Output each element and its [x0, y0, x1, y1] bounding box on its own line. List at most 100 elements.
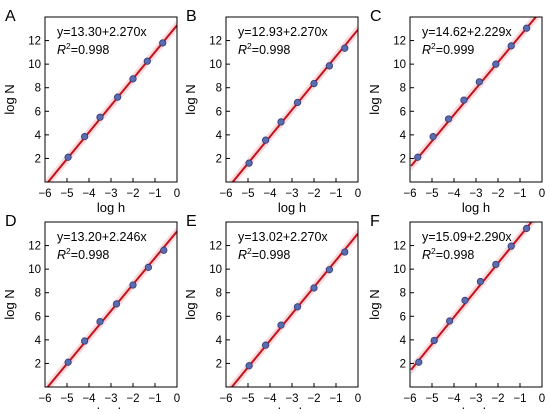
axes-frame	[225, 16, 359, 183]
data-point	[522, 224, 531, 233]
r-squared-value: =0.998	[71, 43, 110, 57]
y-tick-label: 12	[28, 241, 41, 253]
data-point	[277, 321, 285, 329]
plot-area	[227, 228, 358, 387]
fit-equation-text: y=15.09+2.290x	[422, 230, 512, 244]
y-axis-label: log N	[367, 84, 382, 114]
x-axis-label: log h	[278, 200, 306, 215]
data-point	[277, 118, 285, 126]
r-squared-symbol: R	[422, 43, 431, 57]
data-point	[415, 358, 423, 366]
panel-letter: A	[5, 8, 16, 25]
data-point	[310, 284, 318, 292]
y-tick-label: 4	[35, 130, 42, 142]
x-tick-label: −5	[60, 393, 73, 405]
data-point	[492, 260, 500, 269]
y-tick-label: 8	[216, 288, 222, 300]
y-tick-label: 4	[216, 335, 223, 347]
x-tick-label: −4	[447, 188, 461, 200]
data-point	[64, 153, 72, 161]
x-axis-label: log h	[97, 405, 125, 409]
panel-letter: B	[186, 8, 197, 25]
fit-equation-text: y=12.93+2.270x	[238, 25, 328, 39]
y-tick-label: 10	[393, 59, 406, 71]
x-tick-label: −3	[104, 393, 117, 405]
y-tick-label: 8	[216, 83, 222, 95]
data-point	[341, 44, 349, 52]
panel-letter: F	[370, 213, 380, 230]
fit-equation-text: y=13.30+2.270x	[57, 25, 147, 39]
x-tick-label: −5	[425, 188, 438, 200]
confidence-band	[228, 24, 358, 182]
panel-d: D −6 −5 −4 −3 −2 −1 0 2 4 6 8 10 12 log h log N y=13.20+…	[2, 213, 180, 414]
panel-c: C −6 −5 −4 −3 −2 −1 0 2 4 6 8 10 12 log h log N y=14.62+…	[367, 8, 545, 215]
y-tick-label: 10	[209, 59, 222, 71]
y-axis-label: log N	[2, 289, 17, 319]
r-squared-superscript: 2	[247, 41, 252, 51]
r-squared-symbol: R	[57, 43, 66, 57]
data-point	[96, 317, 104, 326]
confidence-band	[46, 226, 177, 387]
y-tick-label: 6	[400, 106, 406, 118]
data-point	[261, 136, 270, 144]
r-squared-superscript: 2	[431, 246, 436, 256]
r-squared: R2=0.998	[238, 246, 290, 262]
y-tick-label: 6	[216, 311, 222, 323]
data-point	[325, 62, 333, 70]
x-tick-label: 0	[174, 393, 180, 405]
confidence-band	[411, 17, 541, 172]
x-tick-label: 0	[355, 393, 361, 405]
y-tick-label: 6	[400, 311, 406, 323]
r-squared-value: =0.998	[71, 248, 110, 262]
x-tick-label: 0	[539, 393, 545, 405]
r-squared-superscript: 2	[247, 246, 252, 256]
y-axis-label: log N	[2, 84, 17, 114]
x-tick-label: −6	[219, 393, 232, 405]
data-point	[96, 113, 104, 121]
plot-area	[46, 19, 177, 182]
x-tick-label: −1	[148, 188, 161, 200]
data-point	[507, 242, 515, 250]
x-tick-label: −6	[219, 188, 232, 200]
plot-area	[410, 17, 541, 172]
data-point	[430, 336, 438, 345]
axes-frame	[409, 221, 543, 388]
data-point	[81, 337, 89, 345]
x-tick-label: −4	[82, 393, 96, 405]
y-axis-label: log N	[367, 289, 382, 319]
x-tick-label: −5	[60, 188, 73, 200]
y-tick-label: 12	[209, 36, 222, 48]
r-squared-value: =0.999	[436, 43, 475, 57]
data-point	[245, 362, 253, 370]
data-point	[507, 42, 515, 50]
plot-area	[46, 226, 177, 387]
data-point	[310, 79, 318, 88]
data-point	[492, 60, 500, 68]
y-tick-label: 8	[35, 288, 41, 300]
x-tick-label: −2	[491, 393, 504, 405]
panel-e: E −6 −5 −4 −3 −2 −1 0 2 4 6 8 10 12 log h log N y=13.02+…	[183, 213, 361, 414]
data-point	[293, 98, 302, 107]
x-tick-label: −3	[469, 188, 482, 200]
r-squared-superscript: 2	[66, 246, 71, 256]
r-squared: R2=0.998	[57, 41, 109, 57]
panel-letter: C	[370, 8, 382, 25]
r-squared-symbol: R	[238, 43, 247, 57]
x-tick-label: −2	[126, 393, 139, 405]
x-tick-label: −1	[513, 393, 526, 405]
y-axis-label: log N	[183, 84, 198, 114]
data-point	[293, 303, 302, 311]
plot-area	[410, 222, 536, 376]
data-point	[129, 281, 137, 289]
data-point	[261, 341, 270, 349]
data-point	[341, 248, 349, 256]
y-tick-label: 4	[35, 335, 42, 347]
x-axis-label: log h	[278, 405, 306, 409]
data-point	[429, 133, 437, 141]
confidence-band	[411, 222, 536, 376]
panel-letter: E	[186, 213, 197, 230]
data-point	[414, 153, 422, 161]
y-tick-label: 10	[393, 264, 406, 276]
y-tick-label: 4	[400, 130, 407, 142]
